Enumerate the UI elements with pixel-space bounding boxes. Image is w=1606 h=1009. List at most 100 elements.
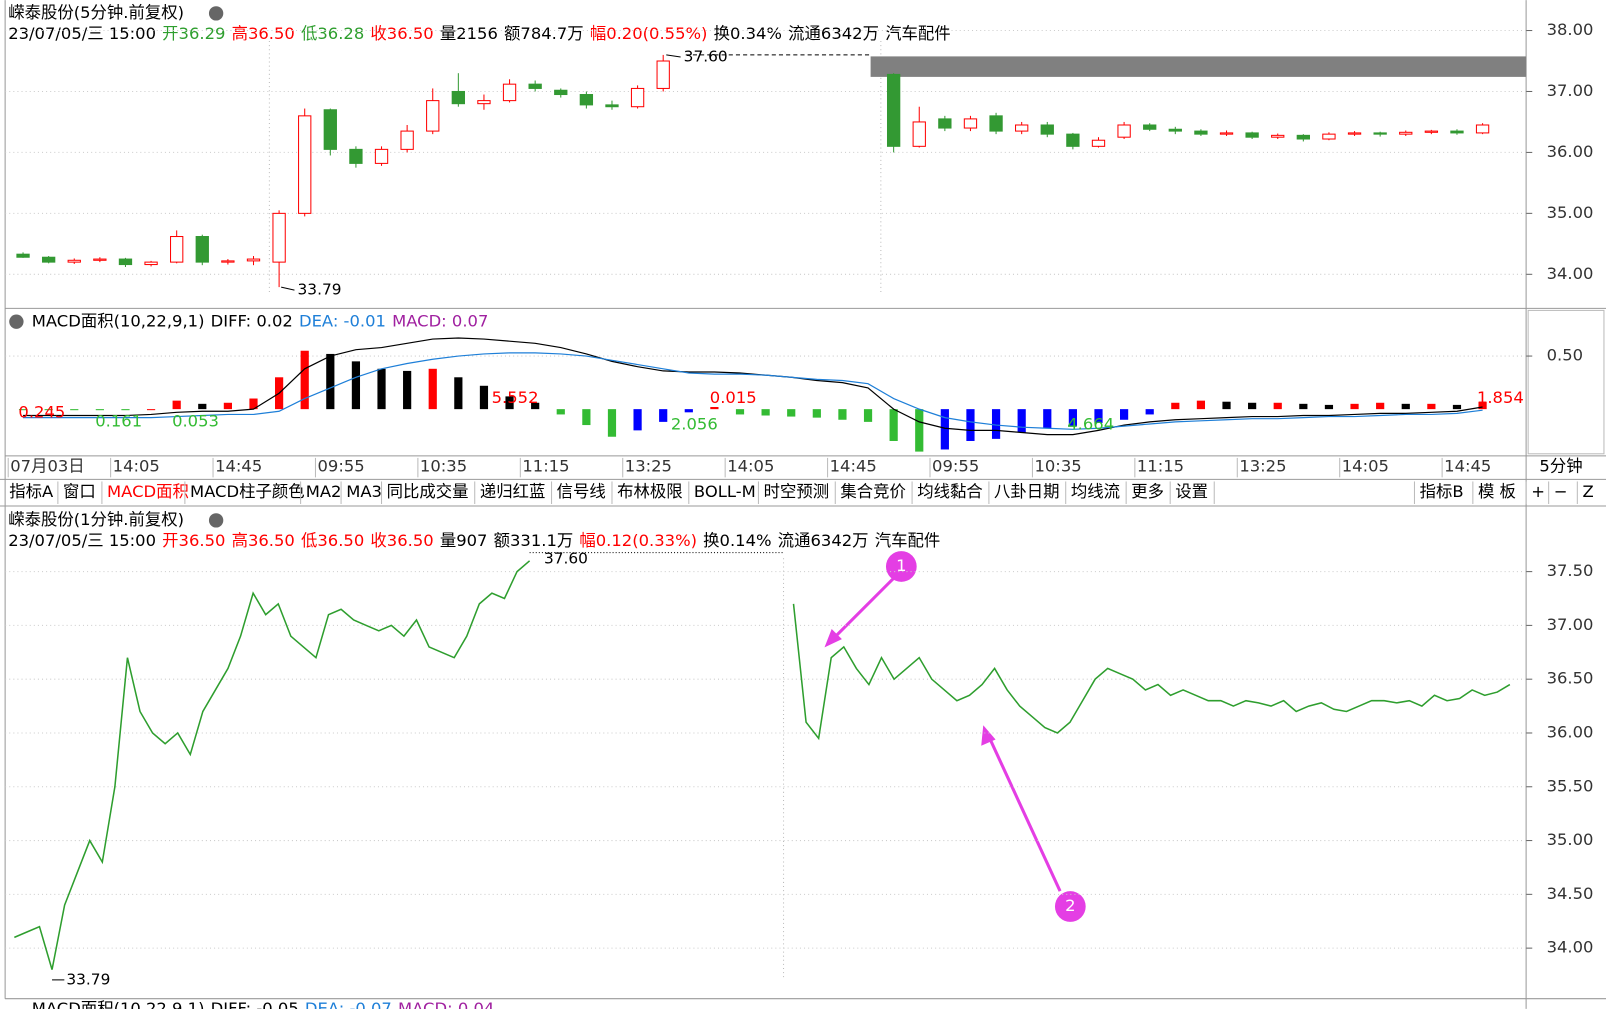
area-label: 0.053 <box>172 412 219 431</box>
toolbar-item[interactable]: BOLL-M <box>694 482 756 501</box>
toolbar-item[interactable]: 均线黏合 <box>917 482 983 501</box>
x-tick-label: 09:55 <box>318 457 365 476</box>
info-segment: 低36.50 <box>301 530 364 549</box>
candle-body <box>1271 134 1285 138</box>
candle-body <box>1296 134 1310 140</box>
x-tick-label: 14:05 <box>1342 457 1389 476</box>
toolbar-item[interactable]: 指标B <box>1420 482 1464 501</box>
macd-bar <box>1350 403 1359 410</box>
y-tick-label: 38.00 <box>1547 20 1594 39</box>
info-segment: 额784.7万 <box>504 23 584 42</box>
toolbar-item[interactable]: Z <box>1582 482 1593 501</box>
y-tick-label: 37.00 <box>1547 615 1594 634</box>
toolbar-item[interactable]: 模 板 <box>1478 482 1516 501</box>
x-tick-label: 09:55 <box>932 457 979 476</box>
marker-arrow-head <box>981 725 996 746</box>
macd-bar <box>1068 409 1077 427</box>
info-segment: 量907 <box>440 530 488 549</box>
macd-bar <box>607 409 617 437</box>
candle-body <box>656 60 670 89</box>
area-label: 4.664 <box>1067 415 1114 434</box>
x-tick-label: 10:35 <box>420 457 467 476</box>
macd-bar <box>710 407 719 410</box>
candle-body <box>1399 131 1413 135</box>
toolbar-item[interactable]: + <box>1531 482 1545 501</box>
toolbar-item[interactable]: 指标A <box>9 482 54 501</box>
info-segment: 量2156 <box>440 23 498 42</box>
macd-bar <box>1171 402 1180 410</box>
candle-body <box>912 121 926 147</box>
toolbar-item[interactable]: 更多 <box>1131 482 1164 501</box>
x-tick-label: 10:35 <box>1034 457 1081 476</box>
macd-bar <box>531 402 540 410</box>
info-line: 23/07/05/三 15:00 开36.50 高36.50 低36.50 收36.50… <box>8 530 940 549</box>
toolbar-item[interactable]: MA3 <box>346 482 382 501</box>
info-segment: 流通6342万 <box>788 23 879 42</box>
x-tick-label: 14:45 <box>830 457 877 476</box>
y-tick-label: 36.00 <box>1547 722 1594 741</box>
info-segment: 高36.50 <box>232 530 295 549</box>
candle-body <box>298 115 312 214</box>
candle-body <box>1322 133 1336 140</box>
y-tick-label: 34.00 <box>1547 938 1594 957</box>
toolbar-item[interactable]: 八卦日期 <box>994 482 1060 501</box>
high-annotation: 37.60 <box>684 47 728 65</box>
dropdown-icon[interactable] <box>208 6 224 21</box>
macd-bar <box>659 409 668 422</box>
macd-bar <box>1273 402 1282 410</box>
y-tick-label: 0.50 <box>1547 346 1583 365</box>
macd-bar <box>1196 400 1206 410</box>
candle-body <box>477 100 491 105</box>
macd-bar <box>121 409 130 411</box>
candle-body <box>1424 130 1439 133</box>
macd-bar <box>95 409 104 411</box>
info-segment: 额331.1万 <box>494 530 574 549</box>
macd-bar <box>1299 403 1308 410</box>
x-tick-label: 14:45 <box>1444 457 1491 476</box>
candle-body <box>323 109 337 150</box>
macd-bar <box>1452 404 1462 410</box>
info-segment: 汽车配件 <box>885 23 951 42</box>
toolbar-item[interactable]: 集合竞价 <box>840 482 906 501</box>
toolbar-item[interactable]: MA2 <box>306 482 342 501</box>
candle-body <box>1245 132 1259 138</box>
info-segment: 汽车配件 <box>875 530 941 549</box>
toolbar-item[interactable]: 同比成交量 <box>387 482 469 501</box>
macd-bar <box>761 409 770 416</box>
candle-body <box>886 73 901 147</box>
macd-bar <box>249 398 258 410</box>
info-segment: 幅0.20(0.55%) <box>590 23 708 42</box>
macd-bar <box>1043 409 1052 429</box>
marker-number: 2 <box>1065 896 1075 915</box>
toolbar-item[interactable]: 时空预测 <box>764 482 830 501</box>
x-tick-label: 14:05 <box>113 457 160 476</box>
toolbar-item[interactable]: MACD柱子颜色 <box>190 482 305 501</box>
toolbar-item[interactable]: 信号线 <box>557 482 606 501</box>
toolbar: 指标A 窗口 MACD面积 MACD柱子颜色 MA2 MA3 同比成交量 递归红蓝 信号线 布林极… <box>9 481 1594 504</box>
toolbar-item[interactable]: − <box>1554 482 1568 501</box>
candle-body <box>118 258 133 266</box>
y-tick-label: 34.50 <box>1547 884 1594 903</box>
macd-bar <box>300 350 309 410</box>
toolbar-item[interactable]: 递归红蓝 <box>480 482 546 501</box>
candle-body <box>426 100 440 132</box>
toolbar-item[interactable]: 布林极限 <box>617 482 683 501</box>
candle-body <box>630 87 645 108</box>
candle-body <box>221 260 235 263</box>
x-tick-label: 11:15 <box>522 457 569 476</box>
candle-body <box>1143 124 1157 130</box>
x-tick-label: 14:45 <box>215 457 262 476</box>
toolbar-item[interactable]: MACD面积 <box>107 482 189 501</box>
dropdown-icon[interactable] <box>208 513 224 528</box>
macd-bar <box>1324 404 1334 410</box>
toolbar-item[interactable]: 窗口 <box>63 482 96 501</box>
macd-bar <box>18 409 28 411</box>
y-tick-label: 36.00 <box>1547 142 1594 161</box>
dropdown-icon[interactable] <box>9 314 24 329</box>
macd-bar <box>1248 402 1257 410</box>
macd-bar <box>915 409 924 452</box>
toolbar-item[interactable]: 设置 <box>1175 482 1208 501</box>
macd-bar <box>1401 403 1410 410</box>
toolbar-item[interactable]: 均线流 <box>1071 482 1120 501</box>
